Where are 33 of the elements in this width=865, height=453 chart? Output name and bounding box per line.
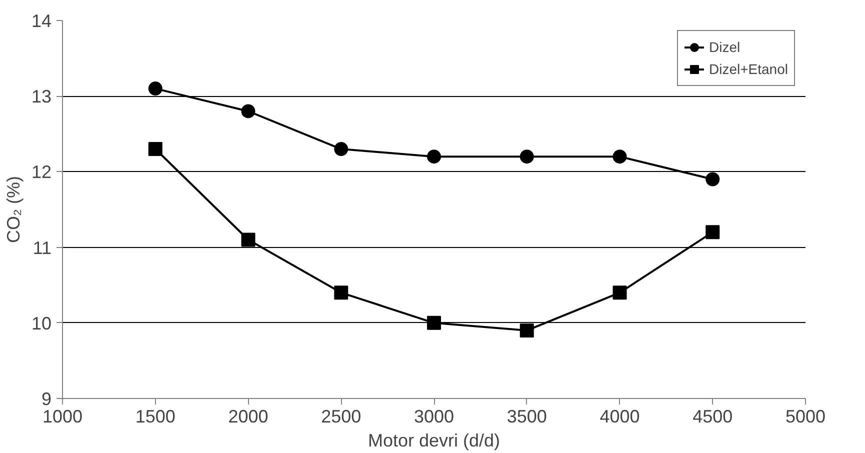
- point: [334, 142, 348, 156]
- point: [706, 225, 720, 240]
- y-tick-label: 14: [31, 11, 52, 31]
- y-tick-label: 9: [41, 389, 52, 409]
- legend-label: Dizel+Etanol: [709, 61, 788, 77]
- y-tick-label: 12: [31, 162, 52, 182]
- point: [241, 232, 256, 247]
- point: [612, 286, 627, 300]
- point: [241, 104, 256, 118]
- x-tick-label: 4500: [692, 406, 733, 426]
- y-axis-title: CO₂ (%): [3, 176, 24, 243]
- y-tick-label: 13: [31, 86, 52, 107]
- x-tick-label: 3500: [506, 406, 547, 426]
- point: [334, 286, 348, 300]
- point: [148, 82, 162, 96]
- x-axis-title: Motor devri (d/d): [368, 430, 500, 450]
- x-tick-label: 2000: [228, 406, 268, 426]
- y-tick-label: 11: [32, 238, 52, 258]
- x-tick-label: 5000: [785, 406, 826, 426]
- point: [520, 323, 534, 338]
- x-tick-label: 3000: [414, 406, 454, 426]
- x-tick-label: 1000: [42, 406, 83, 426]
- y-tick-label: 10: [31, 313, 52, 334]
- x-tick-label: 4000: [600, 406, 640, 426]
- point: [148, 142, 162, 156]
- point: [612, 150, 627, 164]
- point: [706, 172, 720, 186]
- point: [427, 150, 441, 164]
- x-tick-label: 1500: [135, 406, 176, 426]
- point: [427, 316, 441, 330]
- x-tick-label: 2500: [321, 406, 362, 426]
- point: [520, 150, 534, 164]
- legend-label: Dizel: [709, 39, 740, 55]
